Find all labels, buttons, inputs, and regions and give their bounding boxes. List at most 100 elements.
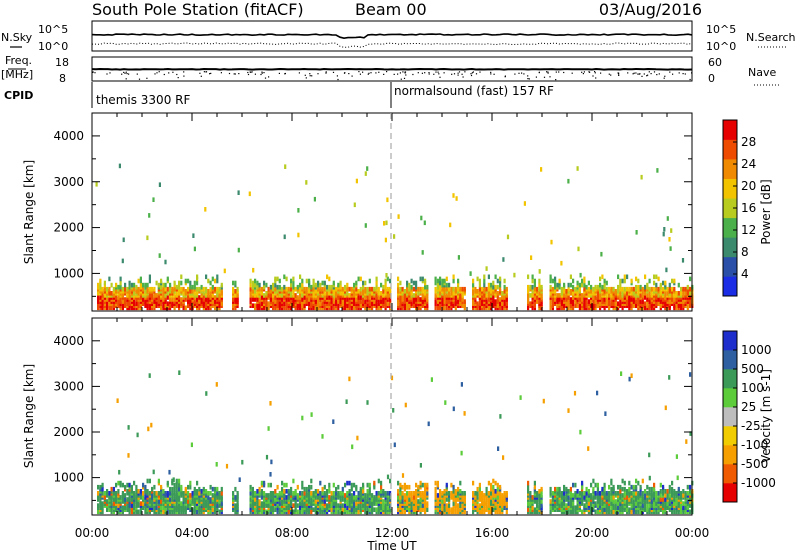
heatmap-cell xyxy=(251,280,254,286)
heatmap-cell xyxy=(628,507,631,512)
nave-point xyxy=(472,71,474,73)
heatmap-cell xyxy=(382,289,385,294)
heatmap-cell xyxy=(187,286,190,292)
heatmap-cell xyxy=(112,486,115,492)
nave-point xyxy=(121,73,123,75)
heatmap-cell xyxy=(166,286,169,292)
heatmap-cell xyxy=(646,297,649,302)
heatmap-cell xyxy=(346,286,349,292)
heatmap-cell xyxy=(599,501,602,506)
heatmap-cell xyxy=(621,493,624,498)
heatmap-cell xyxy=(567,178,570,184)
nave-point xyxy=(344,72,346,74)
heatmap-cell xyxy=(115,295,118,300)
heatmap-cell xyxy=(184,486,187,492)
heatmap-cell xyxy=(596,284,599,290)
heatmap-cell xyxy=(443,295,446,300)
heatmap-cell xyxy=(241,459,244,465)
heatmap-cell xyxy=(426,303,429,308)
heatmap-cell xyxy=(496,291,499,296)
heatmap-cell xyxy=(531,284,534,290)
heatmap-cell xyxy=(346,491,349,496)
heatmap-cell xyxy=(434,491,437,496)
heatmap-cell xyxy=(410,505,413,510)
heatmap-cell xyxy=(536,295,539,300)
heatmap-cell xyxy=(487,286,490,292)
nave-point xyxy=(682,73,684,75)
heatmap-cell xyxy=(650,499,653,504)
nave-label: Nave xyxy=(748,66,776,79)
heatmap-cell xyxy=(346,501,349,506)
heatmap-cell xyxy=(310,499,313,504)
nave-point xyxy=(571,72,573,74)
nave-point xyxy=(608,73,610,75)
heatmap-cell xyxy=(503,491,506,496)
heatmap-cell xyxy=(119,280,122,286)
heatmap-cell xyxy=(646,499,649,504)
nave-point xyxy=(154,73,156,75)
heatmap-cell xyxy=(610,486,613,492)
heatmap-cell xyxy=(139,284,142,290)
heatmap-cell xyxy=(483,274,486,280)
heatmap-cell xyxy=(560,299,563,304)
heatmap-cell xyxy=(155,505,158,510)
heatmap-cell xyxy=(350,482,353,488)
heatmap-cell xyxy=(234,305,237,311)
heatmap-cell xyxy=(403,486,406,492)
heatmap-cell xyxy=(415,297,418,302)
heatmap-cell xyxy=(434,305,437,311)
heatmap-cell xyxy=(192,233,195,238)
heatmap-cell xyxy=(344,301,347,306)
heatmap-cell xyxy=(211,284,214,290)
heatmap-cell xyxy=(485,286,488,292)
heatmap-cell xyxy=(112,293,115,298)
heatmap-cell xyxy=(139,489,142,494)
heatmap-cell xyxy=(357,509,360,515)
heatmap-cell xyxy=(344,503,347,508)
heatmap-cell xyxy=(305,291,308,296)
heatmap-cell xyxy=(655,274,658,280)
heatmap-cell xyxy=(112,286,115,292)
heatmap-cell xyxy=(538,269,541,274)
heatmap-cell xyxy=(490,491,493,496)
heatmap-cell xyxy=(103,495,106,500)
heatmap-cell xyxy=(189,284,192,290)
heatmap-cell xyxy=(301,484,304,490)
heatmap-cell xyxy=(648,475,651,481)
heatmap-cell xyxy=(258,486,261,492)
nave-point xyxy=(163,73,165,76)
heatmap-cell xyxy=(272,282,275,288)
heatmap-cell xyxy=(319,491,322,496)
heatmap-cell xyxy=(472,278,475,284)
velocity-heatmap-cells xyxy=(97,370,694,515)
heatmap-cell xyxy=(373,480,376,486)
heatmap-cell xyxy=(617,274,620,280)
heatmap-cell xyxy=(455,196,458,201)
heatmap-cell xyxy=(572,305,575,311)
heatmap-cell xyxy=(641,299,644,304)
heatmap-cell xyxy=(523,201,526,206)
y-tick-label: 4000 xyxy=(53,129,84,143)
heatmap-cell xyxy=(558,486,561,492)
heatmap-cell xyxy=(655,286,658,292)
heatmap-cell xyxy=(204,207,207,212)
heatmap-cell xyxy=(169,282,172,288)
heatmap-cell xyxy=(499,297,502,302)
heatmap-cell xyxy=(173,293,176,298)
heatmap-cell xyxy=(434,276,437,282)
nave-point xyxy=(470,73,472,75)
heatmap-cell xyxy=(610,509,613,515)
heatmap-cell xyxy=(581,293,584,298)
nave-point xyxy=(637,73,639,75)
heatmap-cell xyxy=(662,497,665,502)
nave-point xyxy=(383,73,385,75)
heatmap-cell xyxy=(353,501,356,506)
nave-point xyxy=(317,73,319,75)
heatmap-cell xyxy=(657,286,660,292)
heatmap-cell xyxy=(251,499,254,504)
heatmap-cell xyxy=(371,286,374,292)
heatmap-cell xyxy=(686,284,689,290)
heatmap-cell xyxy=(677,291,680,296)
heatmap-cell xyxy=(281,491,284,496)
heatmap-cell xyxy=(305,491,308,496)
